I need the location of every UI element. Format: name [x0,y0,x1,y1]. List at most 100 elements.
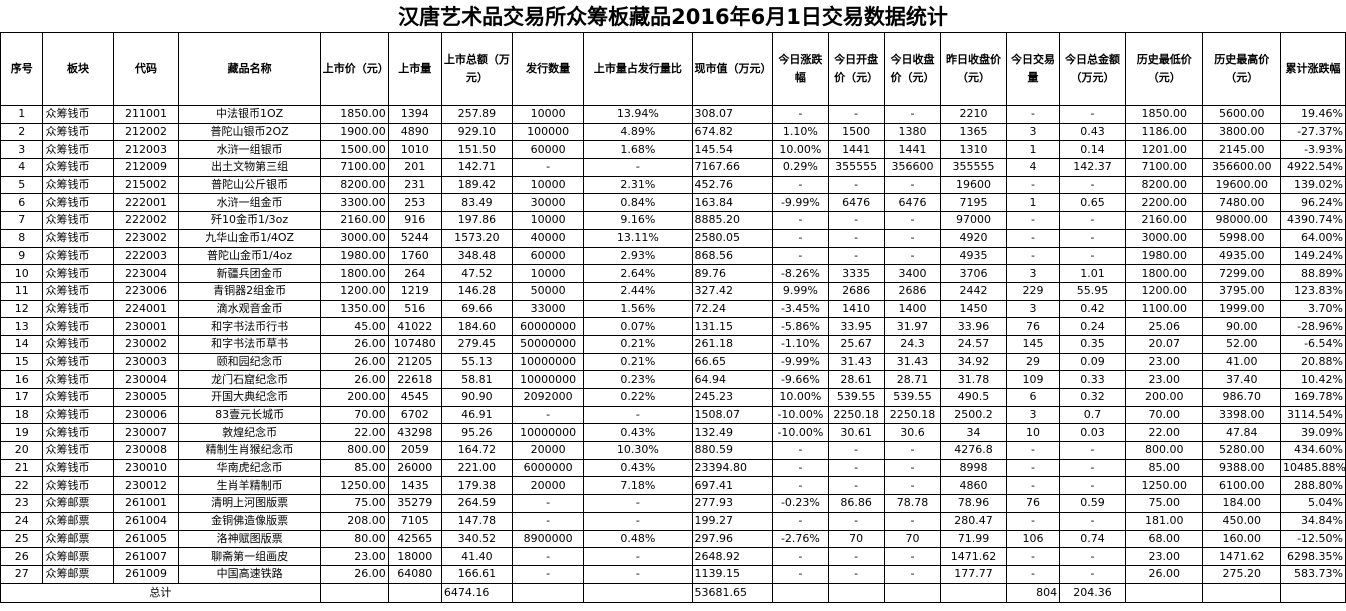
table-cell: 31.97 [883,317,942,336]
table-cell: 230008 [112,441,180,460]
table-cell: - [883,246,942,266]
table-cell: - [827,211,885,230]
table-cell: 20 [0,441,44,460]
table-cell: 敦煌纪念币 [178,423,321,443]
table-cell: 70 [827,529,885,549]
table-cell: 0.35 [1059,334,1126,354]
table-cell: 181.00 [1124,511,1204,531]
table-cell: 众筹钱币 [42,317,114,336]
table-cell: 34.84% [1280,511,1346,531]
table-cell: 1.68% [583,140,693,160]
table-cell: 洛神赋图版票 [178,529,321,549]
table-cell: 0.42 [1059,299,1126,319]
table-cell: 23394.80 [691,458,774,478]
table-cell: 1850.00 [1124,105,1204,124]
table-cell: 众筹钱币 [42,105,114,124]
table-cell: 0.65 [1059,193,1126,213]
table-cell: 4.89% [583,122,693,142]
table-cell: 18000 [387,547,442,566]
table-cell: 26.00 [319,370,389,389]
table-cell: 800.00 [319,441,389,460]
table-cell: 和字书法币草书 [178,334,321,354]
table-cell: 223004 [112,264,180,283]
table-cell: 中法银币1OZ [178,105,321,124]
table-cell: 25 [0,529,44,549]
table-cell: 10485.88% [1280,458,1346,478]
table-cell: -12.50% [1280,529,1346,549]
table-cell: - [1059,105,1126,124]
table-cell: 3800.00 [1202,122,1282,142]
table-cell: 222003 [112,246,180,266]
table-cell: 0.43 [1059,122,1126,142]
table-cell: -8.26% [772,264,829,283]
table-row: 22 众筹钱币 230012 生肖羊精制币 1250.00 1435 179.38 20000… [0,476,1346,496]
table-cell: 开国大典纪念币 [178,388,321,407]
table-cell: 800.00 [1124,441,1204,460]
table-cell: 177.77 [940,564,1007,584]
table-cell: 50000000 [512,334,585,354]
table-cell: 89.76 [691,264,774,283]
table-cell: 生肖羊精制币 [178,476,321,496]
table-cell: 1 [1005,193,1061,213]
table-cell: 14 [0,334,44,354]
table-cell: 12 [0,299,44,319]
table-cell: 37.40 [1202,370,1282,389]
table-cell: 2250.18 [827,405,885,425]
table-cell: 97000 [940,211,1007,230]
table-row: 9 众筹钱币 222003 普陀山金币1/4oz 1980.00 1760 348.48 60… [0,246,1346,266]
table-cell: 20000 [512,476,585,496]
table-cell: 41.00 [1202,352,1282,372]
table-cell: - [772,441,829,460]
table-cell: - [772,476,829,496]
table-cell: 0.7 [1059,405,1126,425]
table-cell: 169.78% [1280,388,1346,407]
table-cell: 1999.00 [1202,299,1282,319]
table-cell: - [1005,175,1061,195]
table-cell: 868.56 [691,246,774,266]
table-cell: 众筹邮票 [42,494,114,513]
table-cell: 聊斋第一组画皮 [178,547,321,566]
table-cell: 3 [0,140,44,160]
table-cell: 9.16% [583,211,693,230]
table-cell: 68.00 [1124,529,1204,549]
table-cell: 90.00 [1202,317,1282,336]
table-cell: 4890 [387,122,442,142]
table-cell: 26000 [387,458,442,478]
table-cell: 261009 [112,564,180,584]
table-cell: 145.54 [691,140,774,160]
table-cell: 26.00 [1124,564,1204,584]
table-cell: 166.61 [440,564,514,584]
table-cell: 215002 [112,175,180,195]
table-cell: 230006 [112,405,180,425]
table-cell: 46.91 [440,405,514,425]
table-cell: 2210 [940,105,1007,124]
table-cell: 5998.00 [1202,228,1282,248]
table-cell: 24.3 [883,334,942,354]
table-cell: 674.82 [691,122,774,142]
table-cell: 26 [0,547,44,566]
table-cell: - [583,511,693,531]
table-cell: 280.47 [940,511,1007,531]
table-cell: 众筹钱币 [42,458,114,478]
table-cell: 76 [1005,317,1061,336]
table-cell: 3 [1005,405,1061,425]
total-volume: 804 [1005,582,1061,603]
table-cell: 39.09% [1280,423,1346,443]
table-cell: 355555 [940,158,1007,177]
table-cell: - [772,246,829,266]
table-cell: 1201.00 [1124,140,1204,160]
sheet-title: 汉唐艺术品交易所众筹板藏品2016年6月1日交易数据统计 [0,0,1346,33]
table-cell: 80.00 [319,529,389,549]
table-cell: - [1059,511,1126,531]
table-cell: 众筹钱币 [42,264,114,283]
column-header: 今日涨跌幅 [772,32,829,106]
table-cell: 众筹钱币 [42,122,114,142]
table-cell: 1471.62 [1202,547,1282,566]
table-cell: 众筹钱币 [42,352,114,372]
column-header: 上市量占发行量比 [583,32,693,106]
table-cell: 0.09 [1059,352,1126,372]
table-cell: 163.84 [691,193,774,213]
table-cell: 230003 [112,352,180,372]
table-cell: 众筹钱币 [42,228,114,248]
table-cell: - [512,158,585,177]
